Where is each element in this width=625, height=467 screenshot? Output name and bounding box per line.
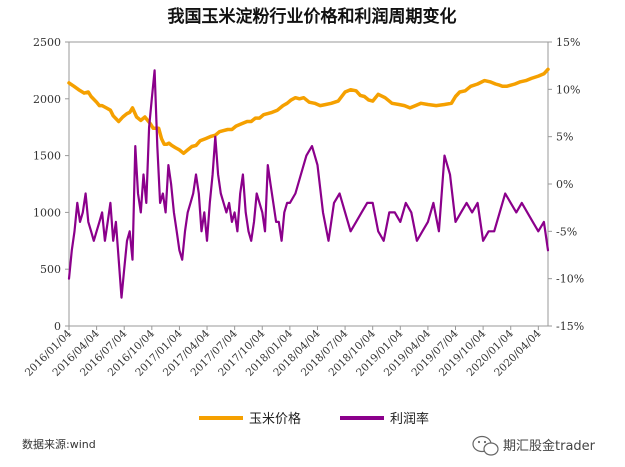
brand-name: 期汇股金trader bbox=[503, 438, 596, 454]
chart-title: 我国玉米淀粉行业价格和利润周期变化 bbox=[168, 6, 457, 27]
left-tick-label: 1000 bbox=[33, 206, 61, 219]
right-tick-label: 5% bbox=[556, 131, 573, 144]
left-tick-label: 0 bbox=[54, 320, 61, 333]
left-tick-label: 2000 bbox=[33, 93, 61, 106]
wechat-icon bbox=[472, 435, 499, 456]
source-note: 数据来源:wind bbox=[22, 437, 96, 451]
right-tick-label: 0% bbox=[556, 178, 573, 191]
right-tick-label: -10% bbox=[556, 273, 584, 286]
right-tick-label: -15% bbox=[556, 320, 584, 333]
series-line-price bbox=[67, 67, 550, 156]
legend-label-margin: 利润率 bbox=[390, 411, 429, 427]
series-layer bbox=[67, 67, 550, 299]
brand-mark: 期汇股金trader bbox=[472, 435, 596, 456]
legend-label-price: 玉米价格 bbox=[249, 411, 301, 427]
right-tick-label: 15% bbox=[556, 36, 580, 49]
series-line-margin bbox=[67, 69, 550, 299]
right-tick-label: -5% bbox=[556, 225, 577, 238]
legend: 玉米价格 利润率 bbox=[199, 411, 429, 427]
x-axis-ticks: 2016/01/042016/04/042016/07/042016/10/04… bbox=[23, 326, 544, 379]
right-axis-ticks: -15% -10% -5% 0% 5% 10% 15% bbox=[548, 36, 584, 333]
left-tick-label: 2500 bbox=[33, 36, 61, 49]
right-tick-label: 10% bbox=[556, 83, 580, 96]
left-tick-label: 500 bbox=[40, 263, 61, 276]
left-tick-label: 1500 bbox=[33, 150, 61, 163]
left-axis-ticks: 0 500 1000 1500 2000 2500 bbox=[33, 36, 69, 333]
